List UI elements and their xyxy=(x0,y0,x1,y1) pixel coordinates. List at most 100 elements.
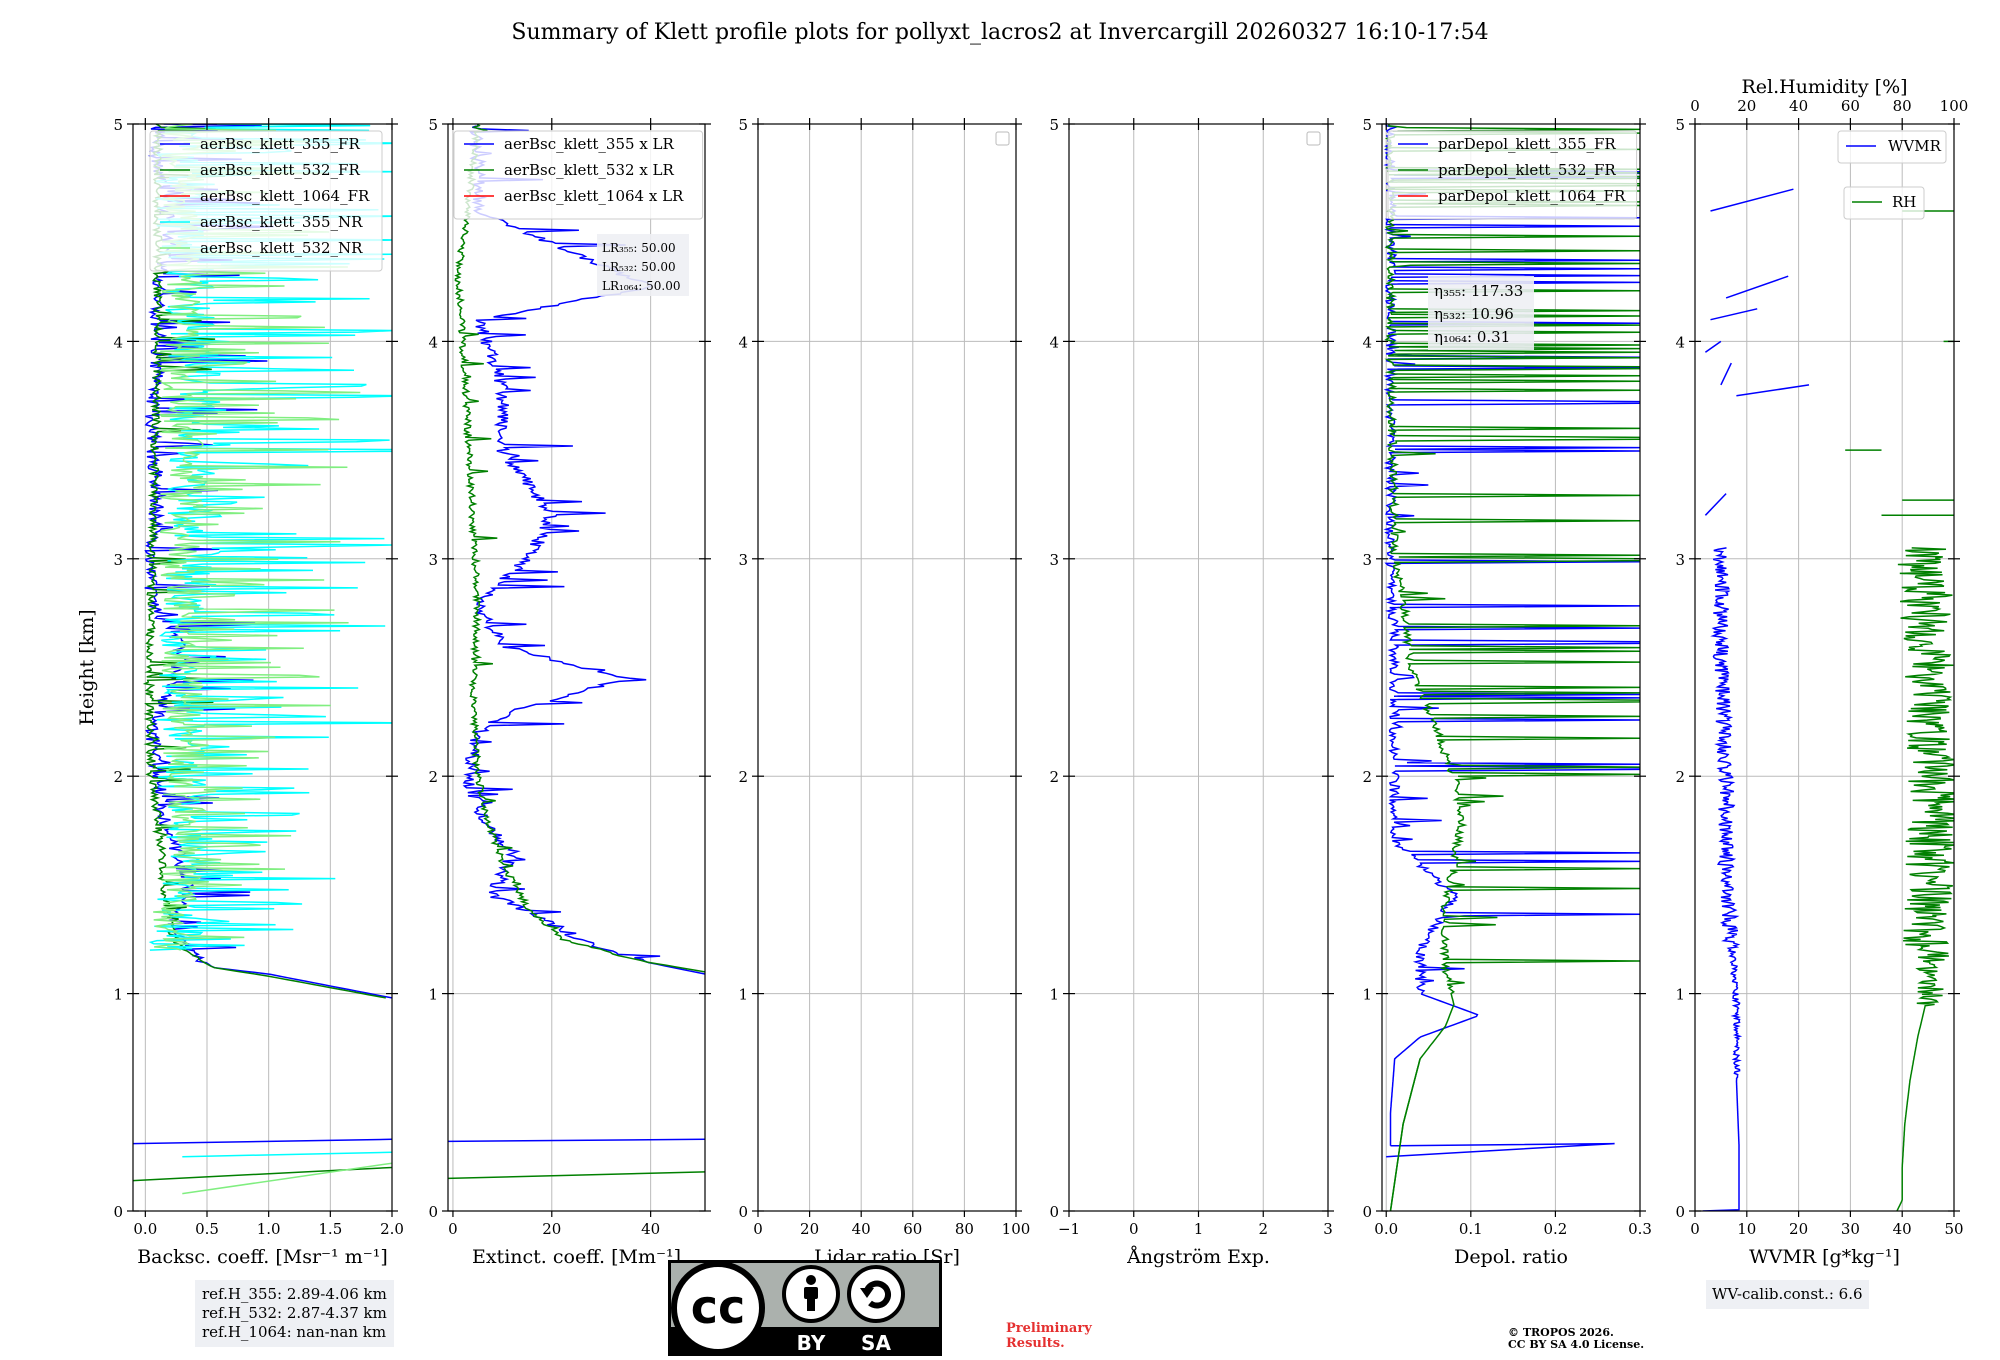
reference-height-box: ref.H_355: 2.89-4.06 km ref.H_532: 2.87-… xyxy=(195,1280,394,1347)
legend-label-parDepol_klett_1064_FR: parDepol_klett_1064_FR xyxy=(1438,187,1626,205)
by-person-head xyxy=(806,1275,816,1285)
series-parDepol_klett_532_FR-1 xyxy=(1384,124,1640,1211)
legend-box xyxy=(149,130,383,272)
top-xtick-label-80: 80 xyxy=(1893,97,1912,115)
preliminary-line-1: Preliminary xyxy=(1006,1321,1092,1336)
figure-title: Summary of Klett profile plots for polly… xyxy=(511,20,1489,45)
ytick-label-2: 2 xyxy=(428,768,438,786)
ytick-label-0: 0 xyxy=(738,1203,748,1221)
series-WVMR-5 xyxy=(1720,362,1732,386)
xtick-label-0: 0 xyxy=(1690,1220,1700,1238)
xtick-label-0: 0 xyxy=(1129,1220,1139,1238)
xtick-label-20: 20 xyxy=(800,1220,819,1238)
preliminary-line-2: Results. xyxy=(1006,1336,1065,1351)
eta-text-0: η₃₅₅: 117.33 xyxy=(1434,282,1523,300)
xtick-label-10: 10 xyxy=(1737,1220,1756,1238)
top-xlabel-wv: Rel.Humidity [%] xyxy=(1741,76,1907,98)
axes-frame xyxy=(132,123,393,1212)
copyright-note: © TROPOS 2026. CC BY SA 4.0 License. xyxy=(1508,1327,1644,1351)
ytick-label-4: 4 xyxy=(1675,333,1685,351)
lr-text-0: LR₃₅₅: 50.00 xyxy=(602,241,676,255)
xtick-label-3: 3 xyxy=(1323,1220,1333,1238)
ytick-label-5: 5 xyxy=(428,116,438,134)
ytick-label-1: 1 xyxy=(738,986,748,1004)
ytick-label-2: 2 xyxy=(1675,768,1685,786)
series-WVMR-6 xyxy=(1710,308,1758,321)
series-parDepol_klett_355_FR-0 xyxy=(1386,1142,1615,1158)
xlabel-bsc: Backsc. coeff. [Msr⁻¹ m⁻¹] xyxy=(137,1246,388,1268)
xtick-label-1: 1.0 xyxy=(257,1220,281,1238)
series-WVMR-2 xyxy=(1736,384,1810,397)
legend-wvmr-box xyxy=(1837,130,1947,164)
legend-depol: parDepol_klett_355_FR parDepol_klett_532_… xyxy=(1387,130,1638,220)
legend-label-parDepol_klett_355_FR: parDepol_klett_355_FR xyxy=(1438,135,1616,153)
lr-box xyxy=(597,234,689,296)
empty-legend-ang xyxy=(1306,131,1321,146)
legend-label-aerBsc_klett_532_FR: aerBsc_klett_532_FR xyxy=(200,161,360,179)
xtick-label-40: 40 xyxy=(641,1220,660,1238)
xlabel-wv: WVMR [g*kg⁻¹] xyxy=(1749,1246,1900,1268)
xtick-label-0.3: 0.3 xyxy=(1628,1220,1652,1238)
xtick-label-30: 30 xyxy=(1841,1220,1860,1238)
sa-label: SA xyxy=(861,1331,891,1355)
ytick-label-3: 3 xyxy=(1362,551,1372,569)
cc-by-sa-badge: cc BY SA xyxy=(668,1260,942,1356)
copyright-line-1: © TROPOS 2026. xyxy=(1508,1326,1614,1339)
axes-frame xyxy=(1694,123,1955,1212)
eta-text-2: η₁₀₆₄: 0.31 xyxy=(1434,328,1510,346)
lr-annotation: LR₃₅₅: 50.00 LR₅₃₂: 50.00 LR₁₀₆₄: 50.00 xyxy=(597,234,689,296)
ytick-label-5: 5 xyxy=(1675,116,1685,134)
series-aerBsc_klett_355_NR-0 xyxy=(182,1151,392,1158)
xtick-label-40: 40 xyxy=(852,1220,871,1238)
legend-wvmr-label: WVMR xyxy=(1888,137,1942,155)
legend-label-aerBsc_klett_355_FR: aerBsc_klett_355_FR xyxy=(200,135,360,153)
series-aerBsc_klett_355_FR-0 xyxy=(133,1138,392,1145)
ylabel: Height [km] xyxy=(76,609,98,725)
legend-box xyxy=(453,130,704,220)
ytick-label-1: 1 xyxy=(1675,986,1685,1004)
ytick-label-5: 5 xyxy=(1049,116,1059,134)
data-layer xyxy=(1702,188,1954,1211)
ytick-label-1: 1 xyxy=(1049,986,1059,1004)
legend-label-aerBsc_klett_1064_FR: aerBsc_klett_1064_FR xyxy=(200,187,370,205)
top-xtick-label-40: 40 xyxy=(1789,97,1808,115)
legend-label-aerBsc_klett_1064 x LR: aerBsc_klett_1064 x LR xyxy=(504,187,684,205)
ytick-label-0: 0 xyxy=(113,1203,123,1221)
xtick-label-40: 40 xyxy=(1893,1220,1912,1238)
ytick-label-0: 0 xyxy=(1675,1203,1685,1221)
ytick-label-5: 5 xyxy=(113,116,123,134)
empty-legend-lr xyxy=(995,131,1010,146)
series-WVMR-7 xyxy=(1704,340,1722,353)
ref-h-532: ref.H_532: 2.87-4.37 km xyxy=(202,1304,387,1322)
ref-h-1064: ref.H_1064: nan-nan km xyxy=(202,1323,387,1341)
ytick-label-3: 3 xyxy=(113,551,123,569)
ytick-label-2: 2 xyxy=(113,768,123,786)
series-WVMR-3 xyxy=(1725,275,1789,299)
legend-box xyxy=(1387,130,1638,220)
series-aerBsc_klett_355 x LR-0 xyxy=(448,1138,705,1143)
ref-h-355: ref.H_355: 2.89-4.06 km xyxy=(202,1285,387,1303)
xtick-label-0.2: 0.2 xyxy=(1543,1220,1567,1238)
ytick-label-0: 0 xyxy=(1049,1203,1059,1221)
legend-label-aerBsc_klett_532_NR: aerBsc_klett_532_NR xyxy=(200,239,363,257)
legend-wv: WVMR RH xyxy=(1837,130,1947,220)
xtick-label-0: 0.0 xyxy=(133,1220,157,1238)
by-label: BY xyxy=(797,1331,826,1355)
series-aerBsc_klett_532 x LR-0 xyxy=(448,1171,705,1180)
series-WVMR-4 xyxy=(1710,188,1794,212)
ytick-label-4: 4 xyxy=(113,333,123,351)
xtick-label-0: 0.0 xyxy=(1374,1220,1398,1238)
legend-rh-box xyxy=(1843,186,1925,220)
data-layer xyxy=(1383,124,1640,1211)
axes-frame xyxy=(757,123,1017,1212)
eta-text-1: η₅₃₂: 10.96 xyxy=(1434,305,1514,323)
lr-text-2: LR₁₀₆₄: 50.00 xyxy=(602,279,680,293)
legend-bsc: aerBsc_klett_355_FR aerBsc_klett_532_FRae… xyxy=(149,130,383,272)
panel-bsc: 0 1 2 3 4 5 0.0 0.5 1.0 1.5 2.0 Backsc. coeff. [Msr… xyxy=(76,116,404,1268)
top-xtick-label-60: 60 xyxy=(1841,97,1860,115)
top-xtick-label-100: 100 xyxy=(1940,97,1969,115)
by-person-body xyxy=(804,1287,818,1299)
copyright-line-2: CC BY SA 4.0 License. xyxy=(1508,1338,1645,1351)
